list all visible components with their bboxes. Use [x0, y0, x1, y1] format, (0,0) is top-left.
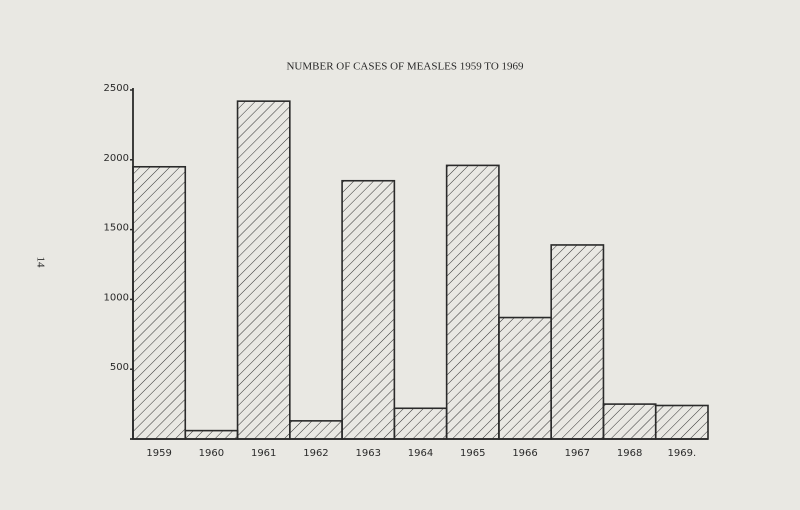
y-tick-label: 2000: [104, 153, 129, 164]
chart-title: NUMBER OF CASES OF MEASLES 1959 TO 1969: [286, 61, 524, 73]
bar: [289, 420, 343, 440]
bar: [184, 429, 239, 440]
bar: [654, 404, 709, 440]
x-tick-label: 1959: [146, 448, 171, 459]
bar: [132, 165, 187, 440]
x-tick-label: 1967: [565, 448, 590, 459]
y-tick-label: 500: [110, 362, 129, 373]
bar: [341, 179, 396, 440]
y-tick-label: 1500: [104, 223, 129, 234]
x-tick-label: 1963: [356, 448, 381, 459]
bar: [236, 100, 291, 440]
x-tick-label: 1965: [460, 448, 485, 459]
bar: [550, 244, 605, 440]
bar: [393, 407, 448, 440]
x-tick-label: 1964: [408, 448, 433, 459]
x-tick-label: 1960: [199, 448, 224, 459]
x-tick-label: 1961: [251, 448, 276, 459]
page-number: 14: [34, 257, 46, 269]
bar: [602, 403, 657, 440]
bar: [445, 164, 500, 440]
x-tick-label: 1962: [303, 448, 328, 459]
y-tick-label: 2500: [104, 83, 129, 94]
x-tick-label: 1966: [512, 448, 537, 459]
x-tick-label: 1969.: [668, 448, 697, 459]
y-tick-label: 1000: [104, 292, 129, 303]
x-tick-label: 1968: [617, 448, 642, 459]
bar: [498, 316, 552, 440]
